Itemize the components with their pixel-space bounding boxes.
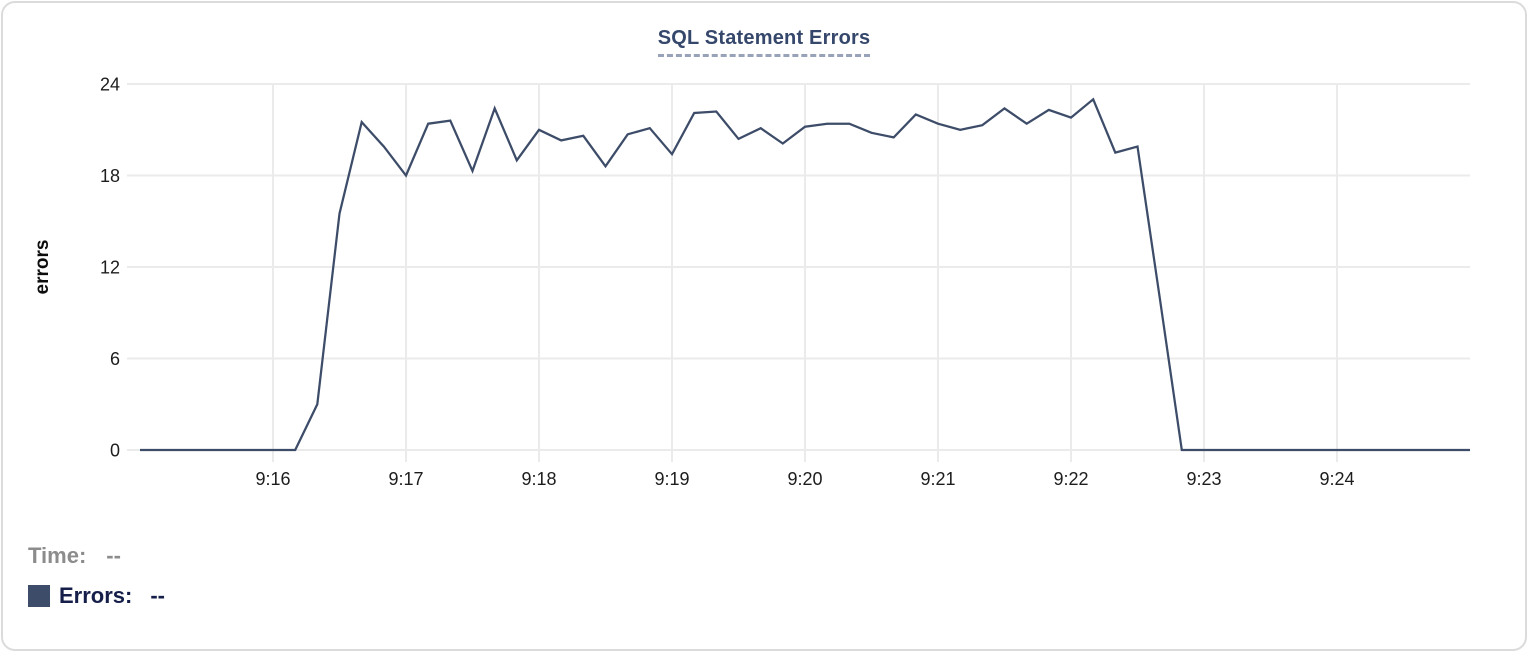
legend-errors-value: -- [150, 583, 166, 608]
legend-errors-label: Errors: [59, 583, 133, 608]
x-tick-label: 9:20 [787, 469, 822, 489]
x-tick-label: 9:16 [255, 469, 290, 489]
y-tick-label: 0 [110, 441, 120, 461]
sql-errors-line-chart[interactable]: errors 0 6 12 18 24 9:16 9:17 9:18 9:19 9:20 9:21 9… [0, 0, 1528, 505]
tooltip-time-label: Time: [28, 543, 87, 568]
y-tick-label: 6 [110, 349, 120, 369]
y-tick-label: 18 [100, 166, 120, 186]
x-tick-label: 9:22 [1053, 469, 1088, 489]
x-tick-label: 9:23 [1186, 469, 1221, 489]
x-tick-label: 9:21 [920, 469, 955, 489]
x-tick-label: 9:17 [388, 469, 423, 489]
tooltip-time-value: -- [106, 543, 121, 568]
errors-series-line [140, 97, 1470, 452]
chart-header: SQL Statement Errors [0, 27, 1528, 57]
tooltip-time-row: Time: -- [28, 543, 121, 569]
x-tick-label: 9:18 [521, 469, 556, 489]
errors-series-swatch [28, 585, 50, 607]
x-tick-label: 9:24 [1319, 469, 1354, 489]
x-tick-label: 9:19 [654, 469, 689, 489]
y-axis-title: errors [32, 240, 53, 295]
y-tick-label: 24 [100, 75, 120, 95]
chart-title[interactable]: SQL Statement Errors [657, 27, 871, 57]
legend-errors-item[interactable]: Errors: -- [28, 583, 165, 609]
y-tick-label: 12 [100, 258, 120, 278]
